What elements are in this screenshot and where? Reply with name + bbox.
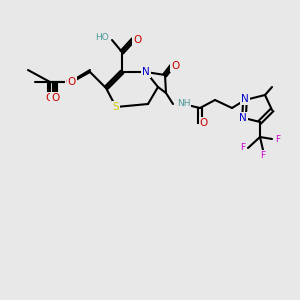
Text: HO: HO [95, 34, 109, 43]
Text: N: N [239, 113, 247, 123]
Text: O: O [51, 93, 59, 103]
Text: N: N [241, 94, 249, 104]
Text: F: F [240, 143, 245, 152]
Text: F: F [260, 151, 266, 160]
Text: O: O [133, 35, 141, 45]
Text: NH: NH [177, 100, 190, 109]
Text: S: S [113, 102, 119, 112]
Text: F: F [275, 134, 280, 143]
Text: O: O [171, 61, 179, 71]
Text: O: O [68, 77, 76, 87]
Text: O: O [46, 93, 54, 103]
Text: OH: OH [93, 35, 107, 44]
Text: N: N [142, 67, 150, 77]
Text: O: O [66, 77, 74, 87]
Text: O: O [200, 118, 208, 128]
